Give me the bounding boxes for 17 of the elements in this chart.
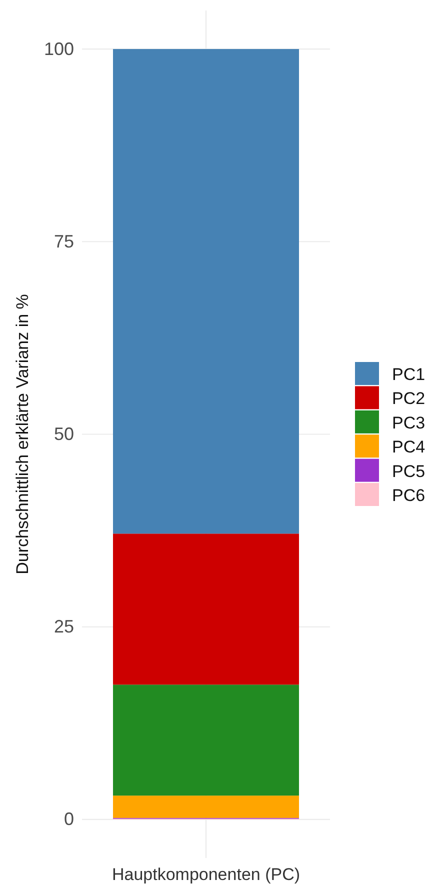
bar bbox=[113, 49, 299, 534]
bar bbox=[113, 684, 299, 796]
x-axis-title: Hauptkomponenten (PC) bbox=[112, 865, 300, 884]
bar bbox=[113, 534, 299, 685]
legend-label: PC1 bbox=[392, 365, 426, 384]
legend-label: PC5 bbox=[392, 462, 426, 481]
legend-label: PC2 bbox=[392, 389, 426, 408]
y-tick-label: 0 bbox=[64, 809, 74, 830]
legend-label: PC4 bbox=[392, 438, 426, 457]
y-tick-label: 100 bbox=[44, 38, 74, 59]
y-tick-label: 50 bbox=[54, 424, 74, 444]
y-tick-label: 25 bbox=[54, 616, 74, 637]
y-axis-title: Durchschnittlich erklärte Varianz in % bbox=[13, 294, 32, 574]
legend-label: PC3 bbox=[392, 413, 426, 432]
bar bbox=[113, 796, 299, 818]
y-tick-label: 75 bbox=[54, 231, 74, 252]
legend-label: PC6 bbox=[392, 486, 426, 505]
